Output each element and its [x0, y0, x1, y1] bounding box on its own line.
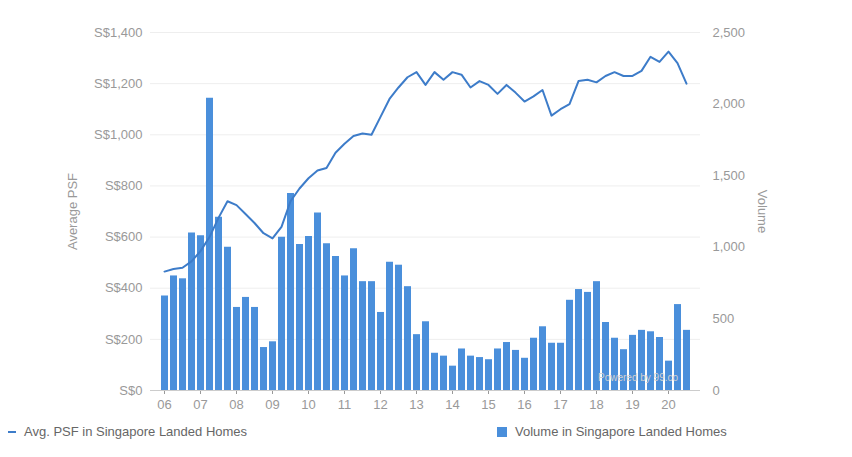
svg-text:S$1,400: S$1,400 [94, 25, 142, 40]
svg-text:0: 0 [713, 383, 720, 398]
svg-text:2,500: 2,500 [713, 25, 746, 40]
svg-text:12: 12 [373, 397, 387, 412]
svg-text:11: 11 [338, 397, 352, 412]
svg-text:S$0: S$0 [119, 383, 142, 398]
svg-text:07: 07 [193, 397, 207, 412]
svg-text:S$800: S$800 [105, 178, 143, 193]
svg-text:S$600: S$600 [105, 229, 143, 244]
svg-text:1,000: 1,000 [713, 239, 746, 254]
svg-text:10: 10 [301, 397, 315, 412]
svg-text:S$1,000: S$1,000 [94, 127, 142, 142]
svg-text:S$200: S$200 [105, 332, 143, 347]
svg-text:16: 16 [517, 397, 531, 412]
svg-text:2,000: 2,000 [713, 96, 746, 111]
svg-text:S$400: S$400 [105, 280, 143, 295]
svg-text:14: 14 [445, 397, 459, 412]
html-text:Volume: Volume [754, 189, 770, 233]
svg-text:09: 09 [265, 397, 279, 412]
svg-text:19: 19 [625, 397, 639, 412]
html-text:Powered by 99.co: Powered by 99.co [598, 372, 679, 383]
html-text:Volume in Singapore Landed Hom: Volume in Singapore Landed Homes [515, 424, 727, 439]
svg-text:06: 06 [157, 397, 171, 412]
html-text:Avg. PSF in Singapore Landed H: Avg. PSF in Singapore Landed Homes [24, 424, 248, 439]
svg-text:500: 500 [713, 311, 735, 326]
svg-text:1,500: 1,500 [713, 168, 746, 183]
svg-text:17: 17 [553, 397, 567, 412]
svg-text:S$1,200: S$1,200 [94, 76, 142, 91]
svg-text:18: 18 [589, 397, 603, 412]
svg-text:13: 13 [409, 397, 423, 412]
svg-text:08: 08 [229, 397, 243, 412]
html-text:Average PSF: Average PSF [64, 172, 80, 250]
svg-text:20: 20 [661, 397, 675, 412]
svg-text:15: 15 [481, 397, 495, 412]
